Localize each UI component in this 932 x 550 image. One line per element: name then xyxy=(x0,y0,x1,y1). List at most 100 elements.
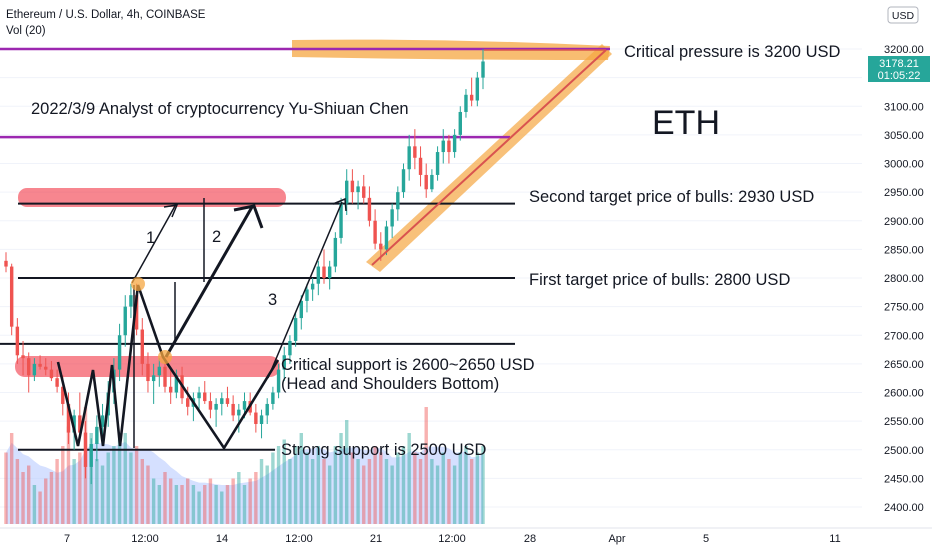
price-tick-13: 3050.00 xyxy=(884,130,924,142)
trendline xyxy=(371,49,607,266)
volume-bar-79 xyxy=(452,465,457,524)
arrow-2-head xyxy=(233,204,264,229)
candle-63 xyxy=(362,174,366,204)
candle-0 xyxy=(4,252,8,273)
volume-bar-1 xyxy=(9,433,14,524)
time-tick-7: Apr xyxy=(608,533,625,545)
volume-bar-73 xyxy=(418,459,423,524)
volume-bar-26 xyxy=(151,478,156,524)
volume-bar-41 xyxy=(237,472,241,524)
time-tick-4: 21 xyxy=(370,533,382,545)
volume-bar-10 xyxy=(61,446,65,524)
volume-bar-43 xyxy=(248,478,252,524)
time-axis[interactable]: 7 12:00 14 12:00 21 12:00 28 Apr 5 11 xyxy=(64,533,841,545)
candle-62 xyxy=(356,180,360,210)
volume-bar-83 xyxy=(475,452,480,524)
candle-47 xyxy=(271,386,275,410)
volume-bar-64 xyxy=(367,459,372,524)
volume-bar-57 xyxy=(327,465,332,524)
volume-bar-45 xyxy=(259,459,264,524)
candle-44 xyxy=(254,403,258,433)
volume-bars xyxy=(4,407,485,524)
candle-56 xyxy=(322,249,326,284)
candle-51 xyxy=(293,312,298,347)
volume-bar-30 xyxy=(174,485,179,524)
symbol-title[interactable]: Ethereum / U.S. Dollar, 4h, COINBASE xyxy=(6,9,206,21)
candle-55 xyxy=(316,260,321,296)
arrow-1-head xyxy=(163,204,179,218)
second-target-label: Second target price of bulls: 2930 USD xyxy=(529,188,814,206)
time-tick-0: 7 xyxy=(64,533,70,545)
candle-68 xyxy=(390,203,394,238)
volume-bar-16 xyxy=(95,459,99,524)
volume-bar-2 xyxy=(15,459,20,524)
candle-24 xyxy=(140,318,144,376)
candle-27 xyxy=(157,358,162,387)
time-tick-1: 12:00 xyxy=(131,533,159,545)
candle-67 xyxy=(384,220,389,256)
volume-bar-42 xyxy=(242,485,247,524)
candle-83 xyxy=(475,71,480,107)
candle-41 xyxy=(237,403,241,433)
volume-bar-29 xyxy=(168,478,173,524)
currency-badge-box[interactable] xyxy=(887,6,919,24)
critical-pressure-label: Critical pressure is 3200 USD xyxy=(624,43,840,61)
horizontal-levels xyxy=(0,47,610,451)
critical-support-label: Critical support is 2600~2650 USD xyxy=(281,356,535,374)
arrow-2 xyxy=(164,206,254,358)
price-axis-bg xyxy=(862,0,932,528)
candle-37 xyxy=(214,398,218,427)
time-axis-bg xyxy=(0,528,932,550)
candle-6 xyxy=(38,355,42,370)
candle-8 xyxy=(49,361,54,382)
candle-26 xyxy=(151,363,156,404)
candle-30 xyxy=(174,369,179,399)
candle-61 xyxy=(350,169,355,204)
volume-bar-65 xyxy=(373,446,377,524)
volume-bar-72 xyxy=(413,452,417,524)
volume-bar-69 xyxy=(396,452,400,524)
second-target-highlight xyxy=(18,188,286,207)
candle-60 xyxy=(345,169,349,216)
volume-bar-71 xyxy=(407,433,411,524)
volume-bar-5 xyxy=(32,485,37,524)
price-tick-9: 2850.00 xyxy=(884,244,924,256)
volume-bar-4 xyxy=(27,465,31,524)
volume-bar-53 xyxy=(305,452,309,524)
volume-ma-area xyxy=(6,441,483,524)
volume-bar-33 xyxy=(191,485,196,524)
volume-indicator-label[interactable]: Vol (20) xyxy=(6,25,46,37)
candle-77 xyxy=(441,129,445,164)
candle-35 xyxy=(203,381,207,404)
currency-badge[interactable]: USD xyxy=(892,10,915,22)
candle-9 xyxy=(55,369,59,393)
pattern-drawings xyxy=(56,49,607,451)
candle-80 xyxy=(458,106,462,141)
eth-label: ETH xyxy=(652,104,720,142)
candle-21 xyxy=(123,295,127,347)
candle-36 xyxy=(208,392,213,419)
candle-5 xyxy=(32,358,37,382)
volume-bar-78 xyxy=(447,459,451,524)
volume-bar-40 xyxy=(231,478,235,524)
candle-25 xyxy=(146,352,150,393)
candle-45 xyxy=(259,409,264,439)
volume-bar-68 xyxy=(390,465,394,524)
candle-22 xyxy=(129,283,133,319)
volume-bar-22 xyxy=(129,452,133,524)
price-tick-12: 3000.00 xyxy=(884,159,924,171)
volume-bar-11 xyxy=(66,426,71,524)
volume-bar-34 xyxy=(197,491,201,524)
volume-bar-23 xyxy=(134,446,139,524)
volume-bar-24 xyxy=(140,459,144,524)
volume-bar-21 xyxy=(123,433,127,524)
volume-bar-7 xyxy=(44,478,48,524)
candle-50 xyxy=(288,335,292,364)
price-tick-2: 2500.00 xyxy=(884,445,924,457)
volume-bar-9 xyxy=(55,459,59,524)
volume-bar-58 xyxy=(333,446,338,524)
volume-bar-55 xyxy=(316,446,321,524)
time-tick-6: 28 xyxy=(524,533,536,545)
first-target-label: First target price of bulls: 2800 USD xyxy=(529,271,790,289)
